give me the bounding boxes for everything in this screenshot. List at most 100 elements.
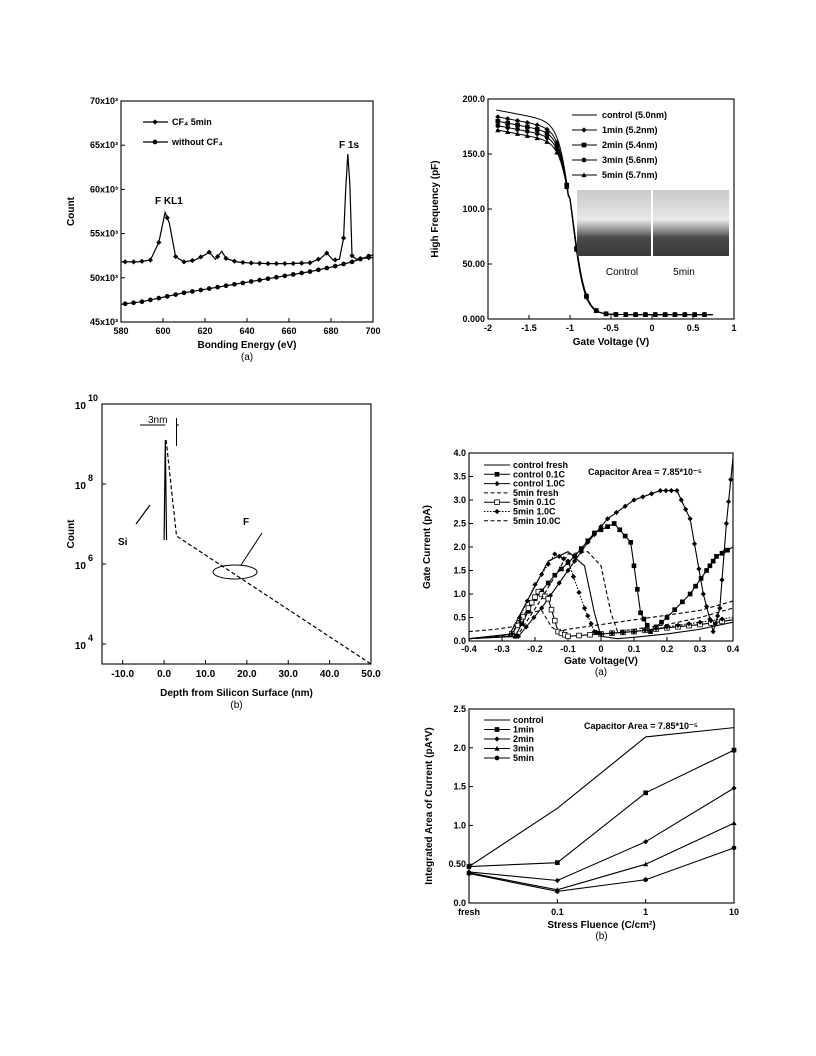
x-tick-label: -2 <box>484 323 492 333</box>
x-tick-label: -0.5 <box>603 323 619 333</box>
data-point <box>640 494 646 500</box>
data-point <box>206 286 212 291</box>
data-point <box>554 860 560 865</box>
legend-marker <box>494 508 500 515</box>
panel-caption: (a) <box>595 667 607 678</box>
peak-annotation: F 1s <box>339 140 359 151</box>
inset-label: 5min <box>673 267 695 278</box>
data-point <box>701 312 708 317</box>
data-point <box>515 127 520 132</box>
data-point <box>611 521 617 526</box>
data-point <box>643 877 649 883</box>
x-tick-label: 680 <box>323 326 338 336</box>
data-point <box>682 312 688 317</box>
data-point <box>675 622 681 628</box>
data-point <box>552 551 558 557</box>
data-point <box>649 491 655 497</box>
data-point <box>173 253 179 260</box>
x-tick-label: 600 <box>155 326 170 336</box>
data-point <box>578 549 584 555</box>
x-tick-label: 660 <box>281 326 296 336</box>
data-point <box>572 558 578 564</box>
data-point <box>585 613 591 619</box>
data-point <box>588 621 594 627</box>
data-point <box>556 580 562 586</box>
data-point <box>598 631 604 637</box>
data-point <box>523 624 529 630</box>
data-point <box>545 561 551 567</box>
data-point <box>715 613 721 619</box>
data-point <box>710 629 716 635</box>
data-point <box>642 311 649 317</box>
series-line <box>468 749 735 868</box>
data-point <box>585 539 591 545</box>
legend-label: 3min (5.6nm) <box>602 155 658 165</box>
data-point <box>156 295 162 301</box>
si-pointer <box>135 504 151 525</box>
inset-label: Control <box>606 267 638 278</box>
data-point <box>531 614 537 621</box>
legend-marker <box>581 127 587 133</box>
data-point <box>687 516 693 522</box>
data-point <box>613 509 619 516</box>
y-tick-exponent: 10 <box>88 393 98 403</box>
x-tick-label: 0.3 <box>694 644 707 654</box>
data-point <box>525 129 530 134</box>
data-point <box>526 608 531 614</box>
legend-marker <box>494 727 500 732</box>
x-tick-label: 0.1 <box>551 907 564 917</box>
data-point <box>316 267 321 273</box>
data-point <box>206 249 212 255</box>
y-axis-label: Gate Current (pA) <box>422 505 433 589</box>
data-point <box>534 135 540 141</box>
data-point <box>366 253 372 259</box>
data-point <box>495 118 501 124</box>
data-point <box>539 605 545 611</box>
legend-label: 2min <box>513 734 534 744</box>
data-point <box>725 547 730 553</box>
data-point <box>696 566 702 572</box>
y-tick-label: 1.0 <box>453 820 466 830</box>
legend-marker <box>494 481 500 487</box>
legend-label: control 1.0C <box>513 479 566 489</box>
data-point <box>544 131 550 136</box>
x-tick-label: 0 <box>598 644 603 654</box>
y-tick-label: 0.5 <box>453 613 466 623</box>
data-point <box>544 135 550 140</box>
peak-annotation: F KL1 <box>155 196 183 207</box>
data-point <box>181 259 187 265</box>
x-tick-label: 10.0 <box>196 669 216 680</box>
data-point <box>721 549 727 555</box>
data-point <box>693 583 698 589</box>
data-point <box>728 477 734 483</box>
data-point <box>704 603 710 610</box>
data-point <box>515 122 520 128</box>
data-point <box>596 630 602 636</box>
data-point <box>593 307 599 313</box>
annotation-f: F <box>243 517 249 528</box>
data-point <box>265 276 271 282</box>
data-point <box>257 277 262 283</box>
legend-label: 5min fresh <box>513 488 559 498</box>
data-point <box>519 621 525 627</box>
data-point <box>731 785 737 791</box>
data-point <box>638 610 643 616</box>
x-tick-label: 30.0 <box>278 669 298 680</box>
data-point <box>620 629 626 635</box>
data-point <box>525 124 530 130</box>
data-point <box>532 594 538 600</box>
data-point <box>273 261 279 267</box>
data-point <box>643 861 649 867</box>
panel-caption: (a) <box>241 352 253 363</box>
data-point <box>723 520 729 527</box>
x-tick-label: 580 <box>113 326 128 336</box>
data-point <box>659 619 664 625</box>
data-point <box>324 265 330 271</box>
f-pointer <box>240 532 263 566</box>
data-point <box>565 558 571 564</box>
data-point <box>633 311 639 317</box>
data-point <box>122 259 128 265</box>
x-tick-label: 700 <box>365 326 380 336</box>
y-tick-exponent: 4 <box>88 633 93 643</box>
tem-inset: Control 5min <box>577 190 729 278</box>
